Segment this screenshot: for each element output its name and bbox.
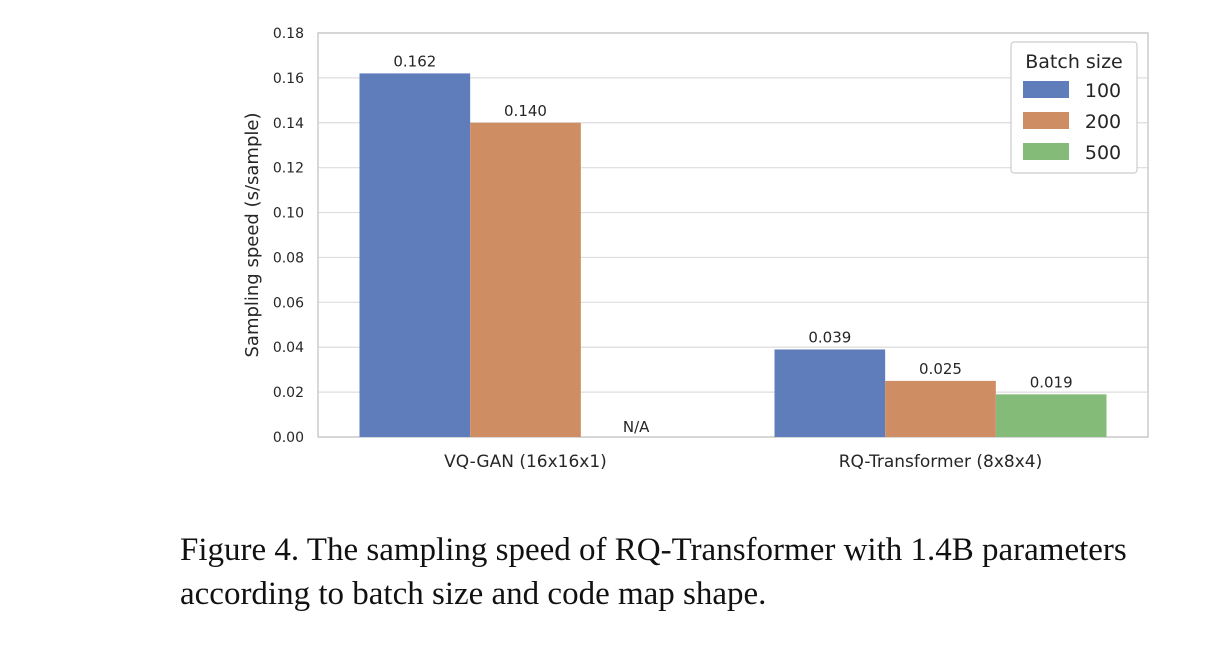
legend-box — [1010, 41, 1138, 174]
legend-swatch — [1023, 143, 1069, 160]
y-tick-label: 0.10 — [273, 206, 304, 222]
legend-label: 200 — [1085, 111, 1121, 133]
bar — [774, 349, 886, 437]
data-label: 0.039 — [808, 328, 851, 346]
bar-chart: 0.00 0.02 0.04 0.06 0.08 0.10 0.12 0.14 0.16 0.18… — [242, 26, 1149, 472]
y-axis-label: Sampling speed (s/sample) — [242, 112, 263, 357]
y-tick-label: 0.04 — [273, 340, 304, 356]
legend-title: Batch size — [1025, 51, 1123, 73]
x-tick-label: RQ-Transformer (8x8x4) — [839, 452, 1043, 472]
y-tick-label: 0.06 — [273, 295, 304, 311]
figure-caption: Figure 4. The sampling speed of RQ-Trans… — [180, 532, 1127, 612]
data-labels: 0.162 0.140 N/A 0.039 0.025 0.019 — [393, 52, 1072, 436]
data-label: 0.140 — [504, 102, 547, 120]
bar — [359, 73, 471, 438]
y-tick-label: 0.14 — [273, 116, 304, 132]
bar — [885, 380, 996, 437]
data-label: 0.162 — [393, 52, 436, 70]
data-label: 0.025 — [919, 360, 962, 378]
y-tick-label: 0.00 — [273, 430, 304, 446]
bar — [995, 394, 1107, 437]
y-tick-label: 0.08 — [273, 250, 304, 266]
legend-label: 500 — [1085, 142, 1121, 164]
data-label-na: N/A — [623, 418, 650, 436]
plot-frame — [317, 32, 1149, 438]
y-tick-label: 0.18 — [273, 26, 304, 42]
y-axis-ticks: 0.00 0.02 0.04 0.06 0.08 0.10 0.12 0.14 0.16 0.18 — [273, 26, 304, 446]
x-axis-ticks: VQ-GAN (16x16x1) RQ-Transformer (8x8x4) — [444, 452, 1042, 472]
legend-items: 100 200 500 — [1023, 80, 1121, 164]
bar — [470, 122, 581, 438]
y-tick-label: 0.02 — [273, 385, 304, 401]
bars — [359, 73, 1107, 438]
legend-swatch — [1023, 112, 1069, 129]
y-tick-label: 0.12 — [273, 161, 304, 177]
x-tick-label: VQ-GAN (16x16x1) — [444, 452, 607, 472]
legend-swatch — [1023, 81, 1069, 98]
legend: Batch size 100 200 500 — [1010, 41, 1138, 174]
y-tick-label: 0.16 — [273, 71, 304, 87]
legend-label: 100 — [1085, 80, 1121, 102]
data-label: 0.019 — [1030, 373, 1073, 391]
